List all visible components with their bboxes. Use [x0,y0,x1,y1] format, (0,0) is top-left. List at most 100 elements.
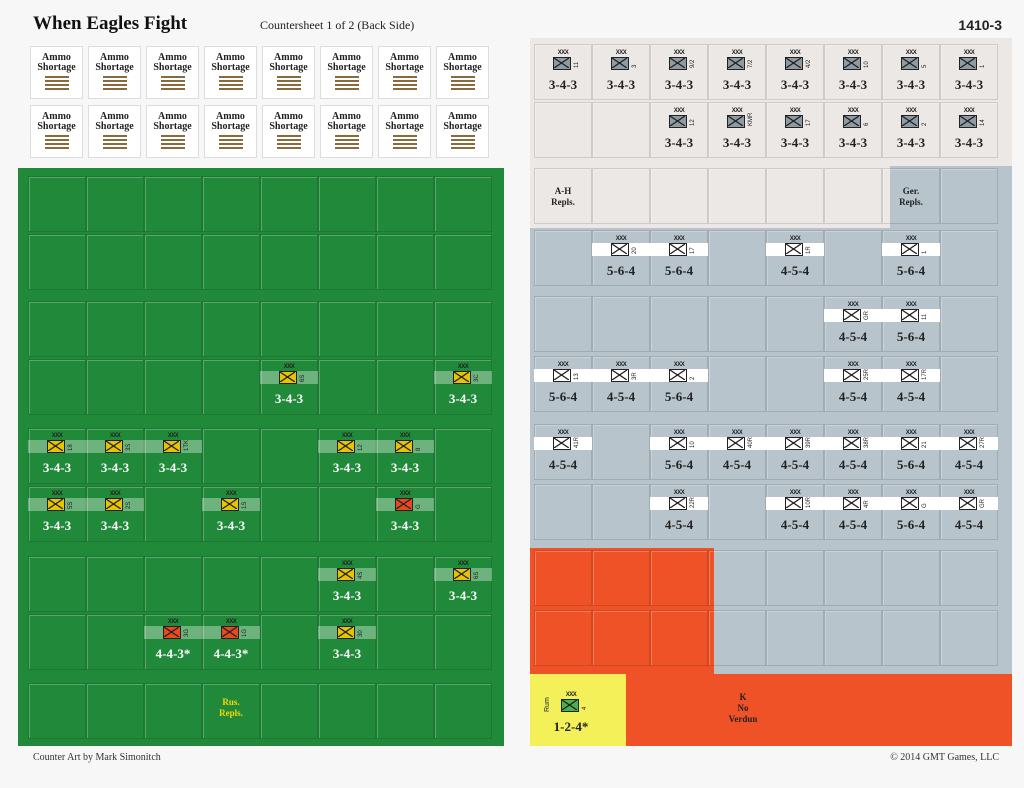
counter-slot [650,168,708,224]
ammo-shortage-counter[interactable]: Ammo Shortage [30,105,83,158]
infantry-icon [164,627,179,637]
ammo-shortage-counter[interactable]: Ammo Shortage [320,46,373,99]
unit-symbol [959,437,977,450]
unit-counter[interactable]: XXX 1R 4-5-4 [766,232,824,290]
unit-counter[interactable]: XXX 30 3-4-3 [318,615,376,673]
unit-counter[interactable]: XXX 10R 4-5-4 [766,486,824,544]
unit-id: 14 [980,119,986,126]
corps-size-marker: XXX [847,490,859,496]
unit-counter[interactable]: XXX 9/2 3-4-3 [650,46,708,104]
ammo-shortage-counter[interactable]: Ammo Shortage [204,46,257,99]
unit-counter[interactable]: XXX 6S 3-4-3 [260,360,318,418]
unit-counter[interactable]: XXX 1 3-4-3 [940,46,998,104]
unit-symbol [785,115,803,128]
unit-counter[interactable]: XXX KMR 3-4-3 [708,104,766,162]
unit-symbol [47,498,65,511]
ammo-shortage-counter[interactable]: Ammo Shortage [88,46,141,99]
unit-counter[interactable]: XXX 11 5-6-4 [882,298,940,356]
unit-counter[interactable]: XXX 1TK 3-4-3 [144,429,202,487]
unit-counter[interactable]: XXX 1G 4-4-3* [202,615,260,673]
unit-counter[interactable]: XXX 5S 3-4-3 [28,487,86,545]
unit-counter[interactable]: XXX 20 5-6-4 [592,232,650,290]
unit-symbol [395,440,413,453]
unit-counter[interactable]: XXX 3G 4-4-3* [144,615,202,673]
unit-counter[interactable]: XXX 12 3-4-3 [318,429,376,487]
unit-symbol [843,309,861,322]
ammo-shortage-counter[interactable]: Ammo Shortage [146,46,199,99]
unit-counter[interactable]: XXX 39R 4-5-4 [766,426,824,484]
unit-counter[interactable]: XXX 2S 3-4-3 [86,487,144,545]
counter-slot [260,176,318,232]
unit-counter[interactable]: XXX 21 5-6-4 [882,426,940,484]
ammo-shortage-counter[interactable]: Ammo Shortage [30,46,83,99]
ammo-shortage-counter[interactable]: Ammo Shortage [262,46,315,99]
unit-counter[interactable]: XXX 10 5-6-4 [650,426,708,484]
corps-size-marker: XXX [673,50,685,56]
unit-counter[interactable]: XXX 3 3-4-3 [592,46,650,104]
unit-counter[interactable]: XXX 17 3-4-3 [766,104,824,162]
unit-counter[interactable]: XXX 2 3-4-3 [882,104,940,162]
unit-counter[interactable]: XXX 41R 4-5-4 [534,426,592,484]
unit-counter[interactable]: XXX 6S 3-4-3 [434,557,492,615]
counter-slot [144,176,202,232]
unit-counter[interactable]: XXX 17R 4-5-4 [882,358,940,416]
unit-counter[interactable]: XXX 7/2 3-4-3 [708,46,766,104]
ammo-shortage-counter[interactable]: Ammo Shortage [204,105,257,158]
unit-counter[interactable]: XXX 14 3-4-3 [940,104,998,162]
unit-counter[interactable]: XXX 17 5-6-4 [650,232,708,290]
corps-size-marker: XXX [341,433,353,439]
infantry-icon [728,116,743,126]
unit-counter[interactable]: XXX 2 5-6-4 [650,358,708,416]
infantry-icon [786,116,801,126]
ammo-shortage-counter[interactable]: Ammo Shortage [378,105,431,158]
unit-counter[interactable]: XXX 1 5-6-4 [882,232,940,290]
unit-counter[interactable]: XXX 4S 3-4-3 [318,557,376,615]
unit-counter[interactable]: XXX 4/2 3-4-3 [766,46,824,104]
unit-counter[interactable]: XXX 3R 4-5-4 [592,358,650,416]
unit-counter[interactable]: XXX 12 3-4-3 [650,104,708,162]
unit-counter[interactable]: XXX 3C 3-4-3 [434,360,492,418]
unit-counter[interactable]: XXX 40R 4-5-4 [708,426,766,484]
unit-counter[interactable]: XXX GR 4-5-4 [940,486,998,544]
unit-strength: 3-4-3 [390,460,420,475]
corps-size-marker: XXX [905,490,917,496]
unit-id: 10R [806,496,812,508]
unit-counter[interactable]: XXX 5 3-4-3 [882,46,940,104]
unit-counter[interactable]: XXX 4R 4-5-4 [824,486,882,544]
unit-counter[interactable]: XXX 11 3-4-3 [534,46,592,104]
unit-counter[interactable]: XXX 1S 3-4-3 [202,487,260,545]
unit-counter[interactable]: XXX 13 5-6-4 [534,358,592,416]
counter-slot [882,484,940,540]
unit-counter[interactable]: XXX 25R 4-5-4 [824,358,882,416]
ammo-shortage-counter[interactable]: Ammo Shortage [88,105,141,158]
unit-counter[interactable]: XXX 22R 4-5-4 [650,486,708,544]
unit-symbol [669,369,687,382]
infantry-icon [844,116,859,126]
counter-slot [434,486,492,542]
unit-counter[interactable]: XXX 8 3-4-3 [376,429,434,487]
unit-counter[interactable]: XXX 4 1-2-4* Rum [542,688,600,746]
unit-counter[interactable]: XXX 18 3-4-3 [28,429,86,487]
unit-counter[interactable]: XXX 27R 4-5-4 [940,426,998,484]
corps-size-marker: XXX [557,430,569,436]
infantry-icon [844,58,859,68]
unit-counter[interactable]: XXX 10 3-4-3 [824,46,882,104]
corps-size-marker: XXX [905,362,917,368]
unit-counter[interactable]: XXX 38R 4-5-4 [824,426,882,484]
unit-id: 4S [358,571,364,579]
counter-slot [824,44,882,100]
unit-counter[interactable]: XXX 6 3-4-3 [824,104,882,162]
unit-counter[interactable]: XXX 3S 3-4-3 [86,429,144,487]
unit-counter[interactable]: XXX GR 4-5-4 [824,298,882,356]
counter-slot [708,230,766,286]
unit-counter[interactable]: XXX G 3-4-3 [376,487,434,545]
ammo-shortage-counter[interactable]: Ammo Shortage [262,105,315,158]
ammo-shortage-counter[interactable]: Ammo Shortage [378,46,431,99]
ammo-shortage-counter[interactable]: Ammo Shortage [436,105,489,158]
counter-slot [144,556,202,612]
counter-slot [376,683,434,739]
ammo-shortage-counter[interactable]: Ammo Shortage [436,46,489,99]
unit-counter[interactable]: XXX G 5-6-4 [882,486,940,544]
ammo-shortage-counter[interactable]: Ammo Shortage [146,105,199,158]
ammo-shortage-counter[interactable]: Ammo Shortage [320,105,373,158]
